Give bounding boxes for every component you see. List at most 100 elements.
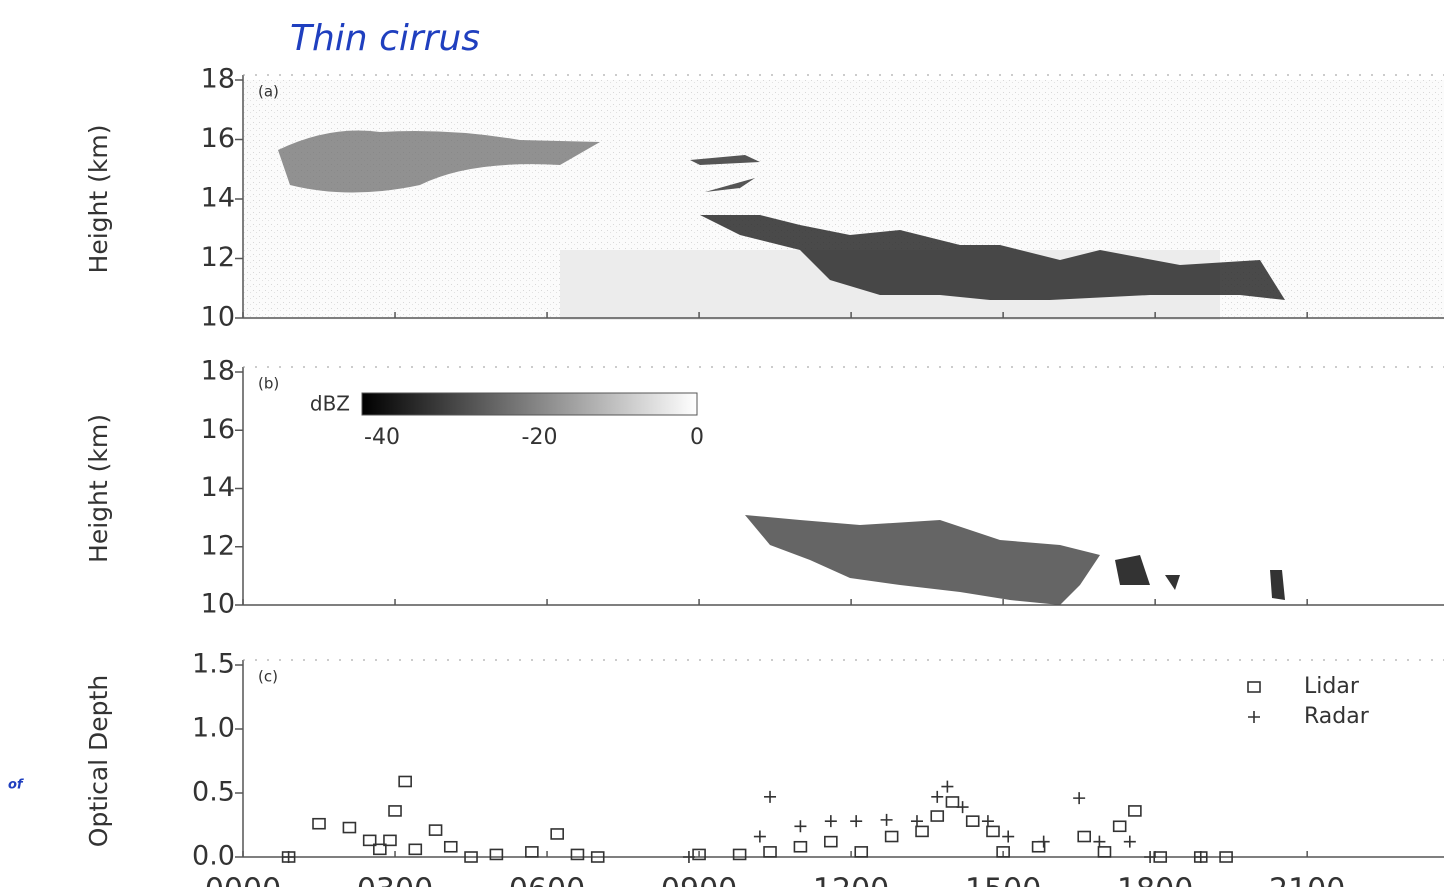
radar-point — [824, 815, 837, 828]
colorbar-tick-label: -40 — [364, 425, 400, 450]
lidar-point — [312, 817, 326, 830]
y-tick-label: 12 — [201, 530, 235, 561]
lidar-point — [383, 834, 397, 847]
radar-echo — [745, 515, 1100, 605]
y-tick-label: 16 — [201, 123, 235, 154]
lidar-point — [408, 843, 423, 856]
lidar-point — [388, 805, 402, 817]
x-tick-label: 0600 — [509, 873, 585, 887]
lidar-point — [965, 815, 980, 827]
lidar-echo — [278, 130, 600, 193]
y-axis-label: Optical Depth — [84, 675, 113, 847]
lidar-point — [824, 835, 838, 848]
radar-point — [880, 813, 893, 826]
radar-point — [1123, 835, 1136, 848]
lidar-point — [570, 848, 585, 861]
y-tick-label: 0.5 — [192, 777, 235, 808]
lidar-point — [1031, 840, 1046, 853]
lidar-point — [398, 775, 412, 788]
y-tick-label: 1.5 — [192, 649, 235, 680]
panel-label: (a) — [258, 83, 279, 101]
lidar-point — [550, 828, 564, 840]
y-tick-label: 10 — [201, 302, 235, 333]
lidar-point — [854, 846, 869, 858]
y-tick-label: 1.0 — [192, 713, 235, 744]
x-tick-label: 0300 — [357, 873, 433, 887]
lidar-point — [884, 830, 899, 843]
radar-point — [282, 851, 295, 863]
lidar-point — [525, 846, 539, 858]
colorbar-tick-label: 0 — [690, 425, 704, 450]
colorbar-tick-label: -20 — [522, 425, 558, 450]
colorbar — [361, 392, 698, 416]
radar-echo — [1115, 555, 1285, 600]
radar-point — [1093, 835, 1106, 848]
radar-point — [764, 790, 777, 803]
lidar-point — [1128, 805, 1142, 817]
lidar-point — [986, 825, 1000, 838]
radar-point — [1194, 851, 1207, 863]
radar-point — [981, 815, 994, 828]
radar-point — [1037, 835, 1050, 848]
radar-point — [910, 815, 923, 828]
lidar-point — [464, 851, 478, 863]
radar-point — [794, 820, 807, 833]
y-axis-label: Height (km) — [84, 125, 113, 274]
lidar-point — [590, 851, 605, 863]
text-fragment: of — [8, 778, 25, 793]
panel-label: (b) — [258, 375, 279, 393]
lidar-point — [732, 848, 747, 861]
radar-point — [1144, 851, 1157, 863]
lidar-point — [945, 796, 960, 808]
legend-marker — [1248, 711, 1260, 723]
lidar-echo — [700, 215, 1285, 300]
y-tick-label: 14 — [201, 472, 235, 503]
legend-label: Radar — [1304, 704, 1370, 729]
colorbar-label: dBZ — [310, 392, 350, 416]
lidar-point — [342, 821, 357, 834]
x-tick-label: 1500 — [965, 873, 1041, 887]
lidar-point — [1112, 820, 1127, 833]
radar-point — [956, 801, 969, 814]
lidar-point — [362, 834, 377, 847]
legend-label: Lidar — [1304, 674, 1360, 699]
y-tick-label: 10 — [201, 589, 235, 620]
lidar-point — [793, 840, 808, 853]
y-tick-label: 0.0 — [192, 841, 235, 872]
y-axis-label: Height (km) — [84, 414, 113, 563]
y-tick-label: 16 — [201, 414, 235, 445]
lidar-point — [763, 846, 777, 858]
lidar-point — [443, 840, 458, 853]
lidar-point — [1077, 830, 1092, 843]
lidar-point — [373, 843, 387, 856]
radar-point — [850, 815, 863, 828]
lidar-echo — [690, 155, 760, 192]
lidar-point — [996, 846, 1010, 858]
radar-point — [753, 830, 766, 843]
y-tick-label: 18 — [201, 64, 235, 95]
y-tick-label: 18 — [201, 356, 235, 387]
radar-imagery — [745, 515, 1285, 605]
lidar-point — [489, 848, 504, 861]
radar-point — [1073, 792, 1086, 805]
panel-label: (c) — [258, 668, 278, 686]
lidar-point — [1097, 846, 1112, 858]
x-tick-label: 0900 — [661, 873, 737, 887]
lidar-point — [428, 824, 443, 836]
y-tick-label: 12 — [201, 242, 235, 273]
radar-point — [1002, 830, 1015, 843]
radar-point — [931, 790, 944, 803]
legend-marker — [1247, 681, 1261, 693]
x-tick-label: 1200 — [813, 873, 889, 887]
slide-title: Thin cirrus — [290, 18, 480, 59]
radar-point — [682, 851, 695, 863]
lidar-point — [1219, 851, 1233, 863]
lidar-imagery — [243, 80, 1444, 320]
radar-point — [941, 780, 954, 793]
y-tick-label: 14 — [201, 183, 235, 214]
x-tick-label: 0000 — [205, 873, 281, 887]
x-tick-label: 1800 — [1117, 873, 1193, 887]
lidar-point — [692, 848, 706, 861]
